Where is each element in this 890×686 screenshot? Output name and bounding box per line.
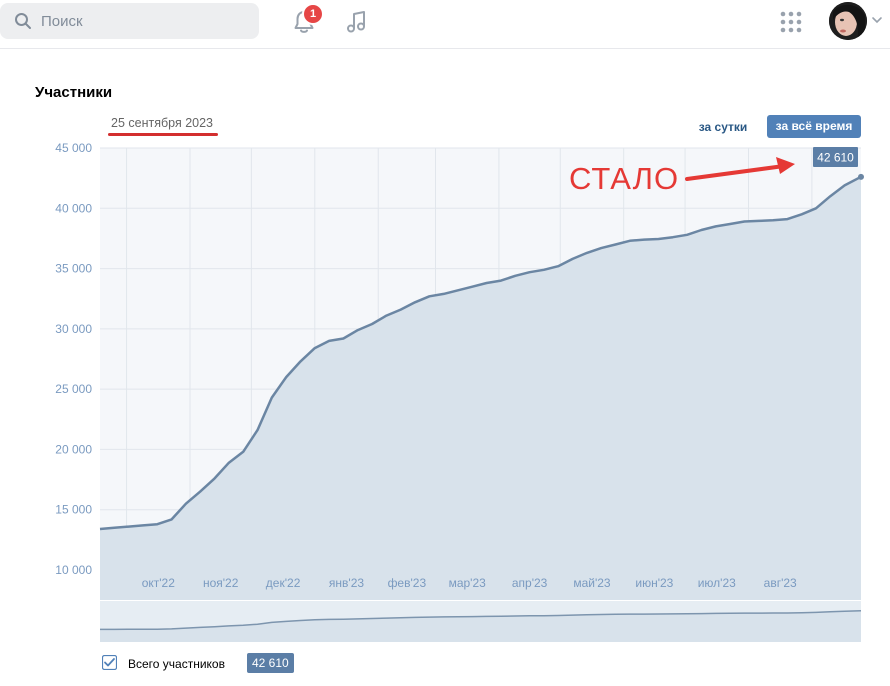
tooltip-value: 42 610 [817,151,854,165]
current-value-tooltip: 42 610 [813,147,858,167]
x-tick-label: дек'22 [266,576,301,590]
period-day-button[interactable]: за сутки [698,120,748,134]
x-tick-label: окт'22 [142,576,176,590]
x-tick-label: июн'23 [635,576,673,590]
avatar[interactable] [829,2,867,40]
x-tick-label: фев'23 [388,576,427,590]
apps-grid-icon[interactable] [779,10,803,34]
x-tick-label: янв'23 [329,576,364,590]
members-chart: 10 000 15 000 20 000 25 000 30 000 35 000 40 0… [55,141,864,642]
annotation-arrow [685,157,795,181]
top-navigation-bar: Поиск 1 [0,0,890,49]
series-area [100,176,861,601]
notification-badge: 1 [302,3,324,25]
y-tick-label: 45 000 [55,141,92,155]
search-input[interactable]: Поиск [0,3,259,39]
y-tick-label: 30 000 [55,322,92,336]
avatar-image [829,2,867,40]
y-tick-labels: 10 000 15 000 20 000 25 000 30 000 35 000 40 0… [55,141,92,577]
music-icon[interactable] [344,9,370,35]
navigator-area [100,610,861,642]
y-tick-label: 20 000 [55,442,92,456]
legend-label: Всего участников [128,657,225,671]
x-tick-label: май'23 [573,576,611,590]
search-icon [15,13,31,29]
y-tick-label: 25 000 [55,382,92,396]
series-line [99,175,862,531]
page-title: Участники [35,84,113,101]
period-all-button[interactable]: за всё время [767,115,861,138]
x-tick-label: авг'23 [764,576,797,590]
x-tick-label: июл'23 [698,576,736,590]
checkbox-icon[interactable] [102,655,117,670]
y-tick-label: 10 000 [55,563,92,577]
x-tick-labels: окт'22 ноя'22 дек'22 янв'23 фев'23 мар'23 апр'… [142,576,797,590]
search-placeholder: Поиск [41,13,83,30]
current-date: 25 сентября 2023 [111,116,213,130]
x-tick-label: мар'23 [449,576,487,590]
y-tick-label: 40 000 [55,201,92,215]
chevron-down-icon[interactable] [871,16,883,24]
date-underline-annotation [108,133,218,136]
x-tick-label: апр'23 [512,576,548,590]
x-tick-label: ноя'22 [203,576,239,590]
navigator-line [100,609,862,631]
last-data-point [858,173,864,180]
annotation-text: СТАЛО [569,161,680,196]
legend-value-badge: 42 610 [247,653,294,673]
y-tick-label: 35 000 [55,262,92,276]
y-tick-label: 15 000 [55,503,92,517]
